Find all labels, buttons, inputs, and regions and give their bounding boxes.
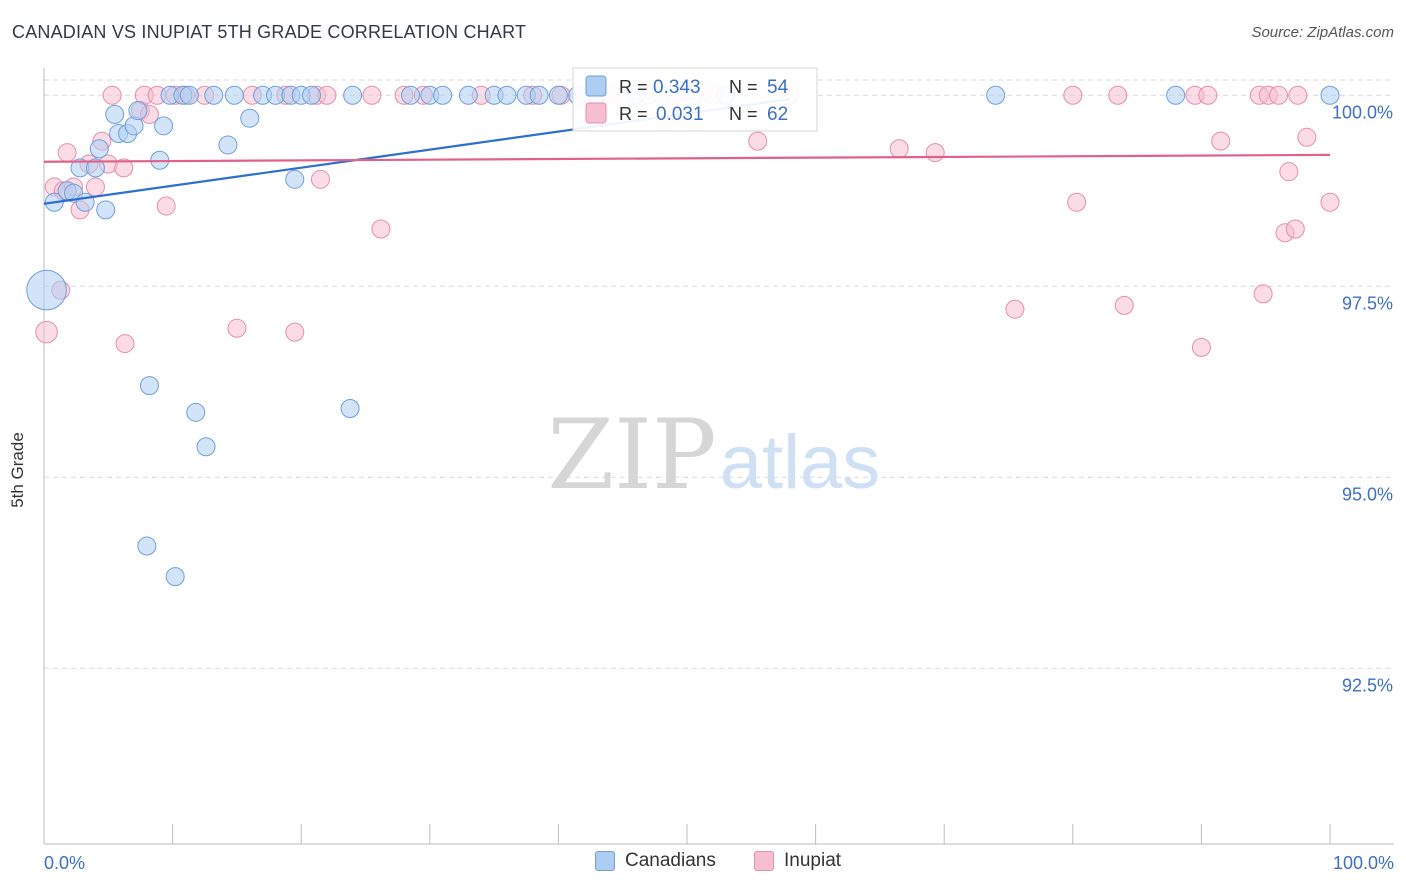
inupiat-point-8 [85, 177, 105, 197]
canadians-point-16 [218, 135, 238, 155]
inupiat-point-48 [1269, 85, 1289, 105]
canadians-point-51 [986, 85, 1006, 105]
correlation-legend: R = 0.343 N = 54 R = 0.031 N = 62 [572, 67, 818, 132]
canadians-point-29 [224, 85, 244, 105]
legend-swatch-inupiat [585, 102, 607, 124]
canadians-point-28 [204, 85, 224, 105]
canadians-point-41 [497, 85, 517, 105]
legend-swatch-inupiat-bottom [754, 851, 774, 871]
legend-r-label-inupiat: R = [619, 104, 648, 124]
inupiat-point-56 [1320, 192, 1340, 212]
canadians-point-43 [529, 85, 549, 105]
watermark-atlas: atlas [720, 420, 881, 505]
legend-n-label-inupiat: N = [729, 104, 758, 124]
source-label: Source: ZipAtlas.com [1251, 24, 1394, 41]
inupiat-point-55 [1297, 127, 1317, 147]
x-tick-label-right: 100.0% [1333, 853, 1394, 873]
legend-r-label-canadians: R = [619, 77, 648, 97]
inupiat-point-63 [1191, 337, 1211, 357]
inupiat-point-45 [1198, 85, 1218, 105]
inupiat-point-42 [1063, 85, 1083, 105]
canadians-point-36 [401, 85, 421, 105]
x-axis-ticks [43, 824, 1331, 844]
canadians-point-52 [1166, 85, 1186, 105]
canadians-point-44 [548, 85, 568, 105]
legend-label-inupiat: Inupiat [784, 850, 842, 871]
watermark-zip: ZIP [547, 399, 716, 511]
legend-label-canadians: Canadians [625, 850, 716, 871]
legend-item-inupiat[interactable]: Inupiat [754, 850, 841, 872]
inupiat-point-11 [114, 158, 134, 178]
legend-r-value-inupiat: 0.031 [656, 104, 704, 125]
inupiat-point-54 [1279, 162, 1299, 182]
inupiat-point-52 [925, 143, 945, 163]
inupiat-point-6 [57, 143, 77, 163]
inupiat-point-53 [1211, 131, 1231, 151]
inupiat-point-0 [35, 320, 58, 344]
inupiat-trend-line [43, 153, 1331, 163]
axes [43, 68, 1394, 845]
y-tick-label-0: 100.0% [1332, 102, 1393, 122]
y-tick-label-3: 92.5% [1342, 675, 1393, 695]
canadians-point-18 [285, 169, 305, 189]
inupiat-point-60 [1005, 299, 1025, 319]
inupiat-point-49 [1288, 85, 1308, 105]
watermark: ZIP atlas [547, 399, 880, 511]
canadians-point-27 [179, 85, 199, 105]
inupiat-point-58 [1285, 219, 1305, 239]
canadians-point-22 [340, 399, 360, 419]
canadians-point-0 [26, 269, 67, 311]
legend-n-label-canadians: N = [729, 77, 758, 97]
inupiat-point-61 [1114, 295, 1134, 315]
canadians-point-4 [75, 192, 95, 212]
canadians-point-9 [105, 104, 125, 124]
y-tick-label-2: 95.0% [1342, 484, 1393, 504]
canadians-point-34 [301, 85, 321, 105]
inupiat-point-17 [115, 334, 135, 354]
inupiat-point-51 [889, 139, 909, 159]
x-tick-labels: 0.0% 100.0% [44, 853, 1394, 873]
inupiat-point-19 [285, 322, 305, 342]
canadians-point-20 [186, 402, 206, 422]
canadians-point-8 [96, 200, 116, 220]
inupiat-point-15 [310, 169, 330, 189]
canadians-point-15 [154, 116, 174, 136]
canadians-point-19 [139, 376, 159, 396]
inupiat-point-30 [362, 85, 382, 105]
inupiat-point-20 [102, 85, 122, 105]
y-tick-labels: 100.0% 97.5% 95.0% 92.5% [1332, 102, 1393, 695]
inupiat-point-43 [1108, 85, 1128, 105]
canadians-point-39 [458, 85, 478, 105]
legend-item-canadians[interactable]: Canadians [595, 850, 716, 872]
legend-swatch-canadians [585, 75, 607, 97]
legend-swatch-canadians-bottom [595, 851, 615, 871]
canadians-point-13 [128, 101, 148, 121]
inupiat-point-16 [371, 219, 391, 239]
gridlines [44, 79, 1394, 669]
y-tick-label-1: 97.5% [1342, 293, 1393, 313]
canadians-point-53 [1320, 85, 1340, 105]
inupiat-point-59 [1067, 192, 1087, 212]
legend-n-value-canadians: 54 [767, 77, 789, 98]
canadians-point-38 [433, 85, 453, 105]
legend-r-value-canadians: 0.343 [653, 77, 701, 98]
inupiat-point-62 [1253, 284, 1273, 304]
inupiat-point-50 [748, 131, 768, 151]
legend-frame [572, 67, 818, 132]
canadians-point-24 [165, 567, 185, 587]
canadians-point-7 [89, 139, 109, 159]
chart-title: CANADIAN VS INUPIAT 5TH GRADE CORRELATIO… [12, 22, 527, 42]
canadians-point-6 [85, 158, 105, 178]
canadians-point-21 [196, 437, 216, 457]
canadians-point-35 [343, 85, 363, 105]
series-legend: Canadians Inupiat [0, 850, 1406, 880]
legend-n-value-inupiat: 62 [767, 104, 788, 125]
canadians-point-17 [240, 108, 260, 128]
canadians-point-23 [137, 536, 157, 556]
x-tick-label-left: 0.0% [44, 853, 85, 873]
inupiat-point-14 [156, 196, 176, 216]
inupiat-point-18 [227, 318, 247, 338]
